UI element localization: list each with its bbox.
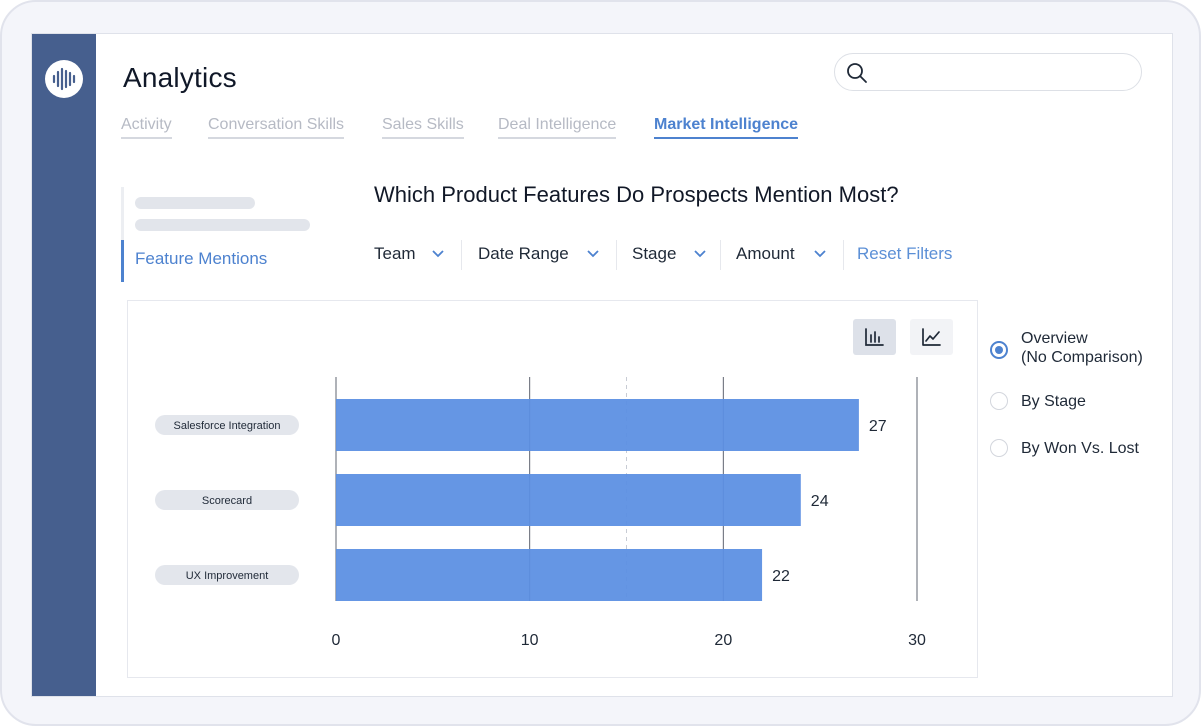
search-input[interactable]: [875, 60, 1130, 84]
line-chart-icon: [922, 328, 941, 346]
radio-button[interactable]: [990, 439, 1008, 457]
chevron-down-icon: [432, 250, 444, 258]
filter-label: Amount: [736, 244, 795, 263]
filter-stage[interactable]: Stage: [632, 240, 712, 270]
option-label: By Won Vs. Lost: [1021, 440, 1139, 457]
app-logo[interactable]: [45, 60, 83, 98]
filter-divider: [616, 240, 617, 270]
filter-amount[interactable]: Amount: [736, 240, 836, 270]
tab-conversation-skills[interactable]: Conversation Skills: [208, 116, 345, 139]
filter-date-range[interactable]: Date Range: [478, 240, 603, 270]
data-label: 27: [869, 418, 887, 435]
x-tick-label: 20: [714, 632, 732, 649]
x-tick-label: 0: [332, 632, 341, 649]
placeholder-line: [135, 197, 255, 209]
subnav-active-indicator: [121, 240, 124, 282]
line-chart-toggle[interactable]: [910, 319, 953, 355]
bar: [336, 474, 801, 526]
subnav-track: [121, 187, 124, 282]
subnav-item-feature-mentions[interactable]: Feature Mentions: [135, 249, 268, 268]
radio-button[interactable]: [990, 392, 1008, 410]
filter-label: Team: [374, 244, 416, 263]
tab-activity[interactable]: Activity: [121, 116, 172, 139]
left-rail: [32, 34, 96, 696]
option-label: Overview (No Comparison): [1021, 329, 1143, 367]
placeholder-line: [135, 219, 310, 231]
filter-label: Date Range: [478, 244, 569, 263]
tab-market-intelligence[interactable]: Market Intelligence: [654, 116, 799, 139]
search-icon: [847, 63, 867, 83]
category-pill: [155, 565, 299, 585]
category-pill: [155, 490, 299, 510]
x-tick-label: 10: [521, 632, 539, 649]
option-label-line2: (No Comparison): [1021, 349, 1143, 366]
option-label: By Stage: [1021, 393, 1086, 410]
data-label: 24: [811, 493, 829, 510]
report-title: Which Product Features Do Prospects Ment…: [374, 182, 899, 207]
chart-card: 0 10 20 30 Salesforce Integration 27 Scorecard…: [127, 300, 978, 678]
bar-chart: 0 10 20 30 Salesforce Integration 27 Scorecard…: [155, 377, 926, 649]
tab-deal-intelligence[interactable]: Deal Intelligence: [498, 116, 617, 139]
filter-divider: [720, 240, 721, 270]
category-label: UX Improvement: [186, 570, 269, 582]
data-label: 22: [772, 568, 790, 585]
x-tick-label: 30: [908, 632, 926, 649]
tab-sales-skills[interactable]: Sales Skills: [382, 116, 464, 139]
search-box[interactable]: [834, 53, 1142, 91]
page-title: Analytics: [123, 62, 237, 93]
chevron-down-icon: [694, 250, 706, 258]
filter-label: Stage: [632, 244, 677, 263]
option-label-line1: Overview: [1021, 330, 1088, 347]
soundwave-logo-icon: [52, 67, 76, 91]
reset-filters-link[interactable]: Reset Filters: [857, 244, 953, 263]
bar-chart-toggle[interactable]: [853, 319, 896, 355]
filter-divider: [843, 240, 844, 270]
chevron-down-icon: [587, 250, 599, 258]
bar-chart-icon: [865, 328, 884, 346]
radio-button-checked[interactable]: [990, 341, 1008, 359]
category-label: Scorecard: [202, 495, 252, 507]
bar: [336, 549, 763, 601]
filter-team[interactable]: Team: [374, 240, 449, 270]
bar: [336, 399, 859, 451]
chevron-down-icon: [814, 250, 826, 258]
filter-divider: [461, 240, 462, 270]
category-label: Salesforce Integration: [173, 420, 280, 432]
category-pill: [155, 415, 299, 435]
app-window: Analytics Activity Conversation Skills S…: [31, 33, 1173, 697]
